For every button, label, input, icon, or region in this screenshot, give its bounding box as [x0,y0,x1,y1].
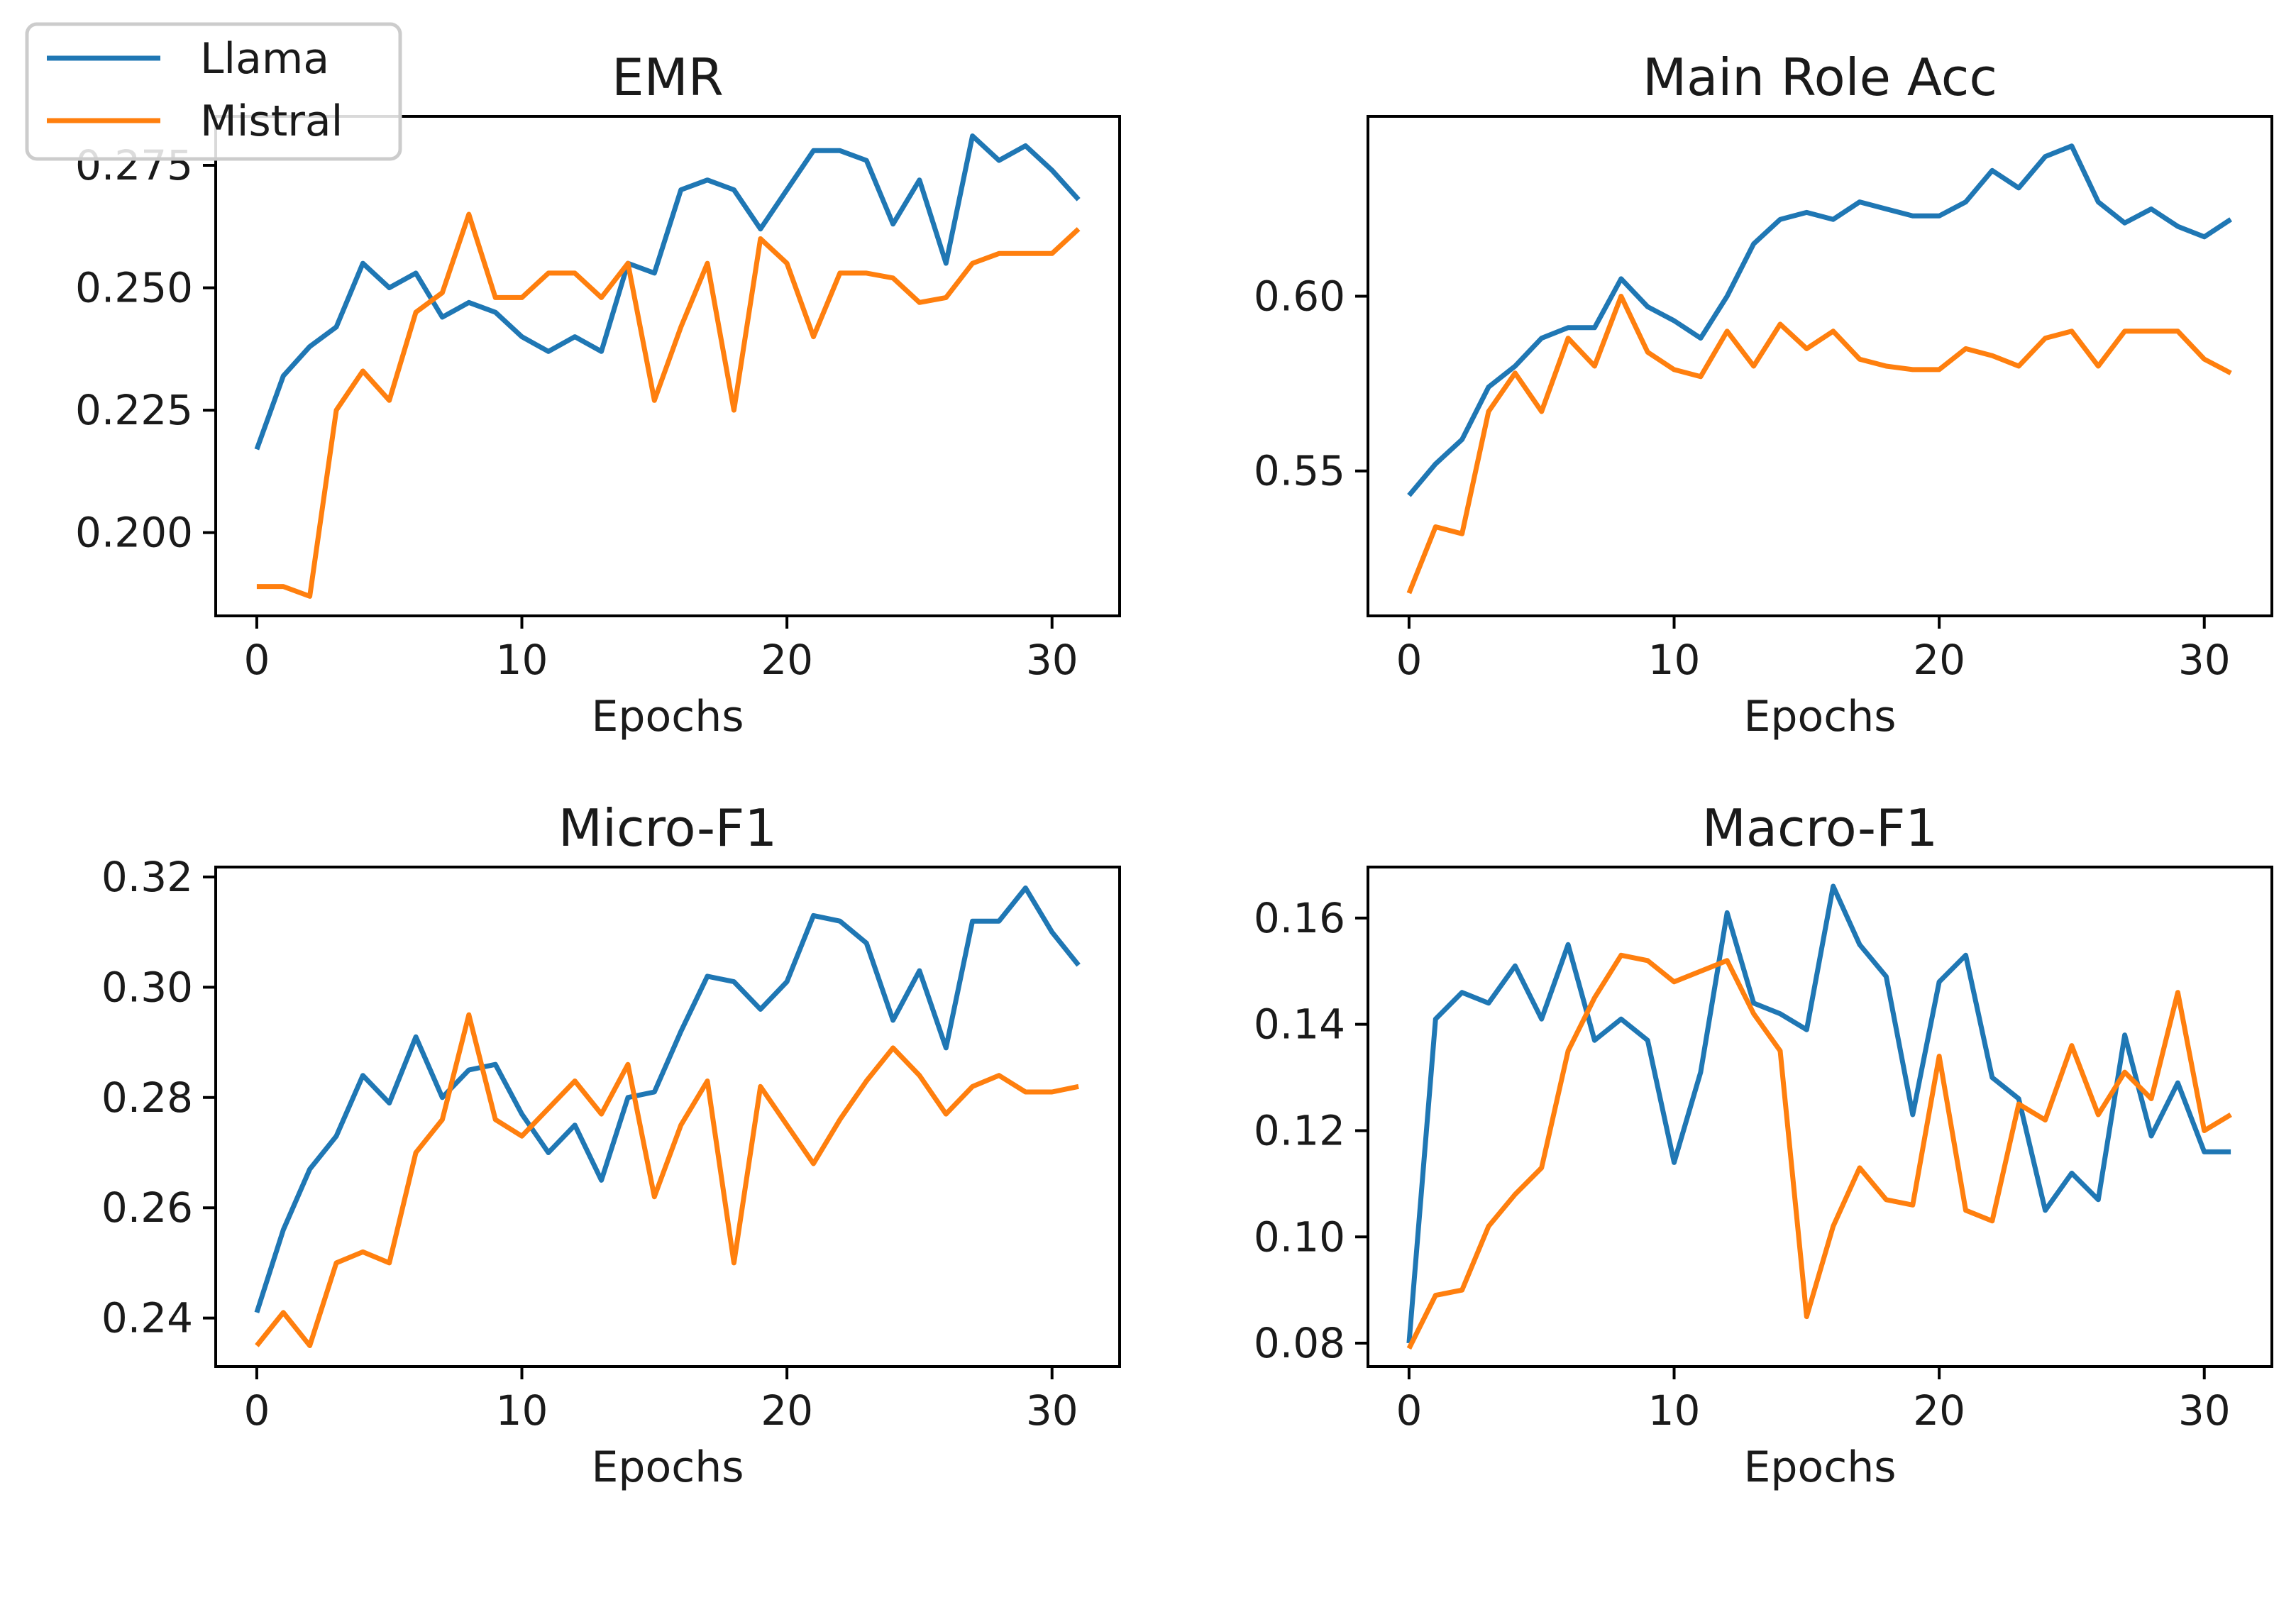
y-tick-label: 0.225 [75,386,193,434]
y-tick-label: 0.26 [101,1184,193,1232]
x-tick-label: 30 [2178,1386,2231,1435]
series-line-llama [254,885,1081,1313]
x-axis-label: Epochs [1744,692,1897,741]
y-tick-label: 0.55 [1254,447,1345,495]
panel-title: EMR [612,48,724,107]
y-tick-label: 0.12 [1254,1106,1345,1154]
axes-frame [214,115,1121,617]
x-axis-label: Epochs [592,692,744,741]
y-tick-label: 0.16 [1254,894,1345,942]
panel-macro-f1: Macro-F1 0 10 20 30 0.08 0.10 0.12 0.14 0.16 Epoch… [1254,798,2273,1492]
series-line-mistral [1406,294,2232,595]
y-tick-label: 0.24 [101,1294,193,1342]
x-tick-label: 30 [2178,636,2231,684]
x-tick-label: 30 [1026,636,1078,684]
y-tick-label: 0.28 [101,1074,193,1122]
x-tick-label: 0 [243,636,270,684]
x-tick-label: 10 [496,1386,548,1435]
x-axis-label: Epochs [1744,1442,1897,1492]
y-tick-label: 0.30 [101,963,193,1011]
y-tick-label: 0.60 [1254,272,1345,321]
axes-frame [1367,115,2273,617]
panel-title: Macro-F1 [1702,798,1938,858]
x-tick-label: 0 [1396,636,1422,684]
x-tick-label: 20 [761,1386,813,1435]
series-line-mistral [256,211,1081,599]
y-tick-label: 0.08 [1254,1319,1345,1367]
panel-main-role-acc: Main Role Acc 0 10 20 30 0.55 0.60 Epochs [1254,48,2273,741]
x-tick-label: 10 [496,636,548,684]
legend-label-mistral: Mistral [200,96,343,146]
y-tick-label: 0.200 [75,509,193,557]
x-tick-label: 20 [761,636,813,684]
x-tick-label: 10 [1648,636,1701,684]
series-line-mistral [1406,952,2232,1350]
x-tick-label: 20 [1913,1386,1965,1435]
axes-frame [214,866,1121,1368]
series-line-mistral [255,1012,1079,1348]
series-line-llama [1407,143,2233,497]
x-axis-label: Epochs [592,1442,744,1492]
y-tick-label: 0.32 [101,853,193,901]
axes-frame [1367,866,2273,1368]
x-tick-label: 20 [1913,636,1965,684]
series-line-llama [1406,883,2231,1344]
panel-micro-f1: Micro-F1 0 10 20 30 0.24 0.26 0.28 0.30 0.32 Epoch… [101,798,1121,1492]
x-tick-label: 0 [1396,1386,1422,1435]
x-tick-label: 0 [243,1386,270,1435]
panel-title: Main Role Acc [1643,48,1997,107]
legend-label-llama: Llama [200,34,329,84]
x-tick-label: 30 [1026,1386,1078,1435]
x-tick-label: 10 [1648,1386,1701,1435]
y-tick-label: 0.10 [1254,1213,1345,1261]
legend: Llama Mistral [25,22,402,161]
y-tick-label: 0.250 [75,264,193,312]
panel-title: Micro-F1 [558,798,777,858]
series-line-llama [254,133,1081,451]
y-tick-label: 0.14 [1254,1000,1345,1049]
